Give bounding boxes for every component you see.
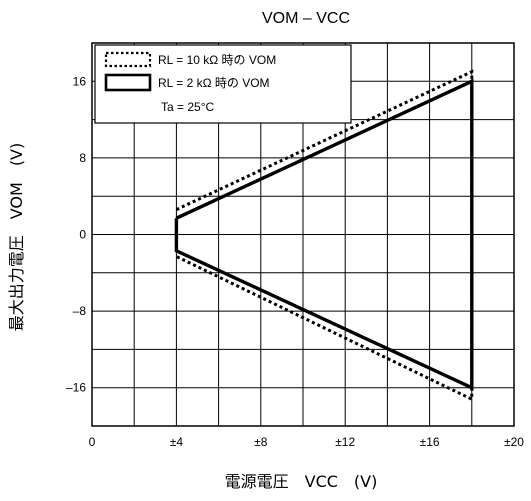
y-tick-label: –16 bbox=[66, 381, 86, 395]
y-axis-label: 最大出力電圧 VOM (V) bbox=[7, 143, 26, 332]
series-group bbox=[174, 69, 474, 402]
legend-box bbox=[94, 44, 352, 124]
legend-annotation-temperature: Ta = 25°C bbox=[161, 100, 214, 114]
x-tick-label: 0 bbox=[89, 435, 96, 449]
plot-frame bbox=[91, 42, 515, 427]
legend-label-rl-2k: RL = 2 kΩ 時の VOM bbox=[158, 76, 270, 90]
x-tick-label: ±20 bbox=[504, 435, 524, 449]
legend-swatch-solid bbox=[104, 73, 152, 92]
chart-title: VOM – VCC bbox=[262, 10, 350, 27]
legend-swatch-dotted bbox=[104, 51, 152, 68]
x-axis-label: 電源電圧 VCC (V) bbox=[225, 472, 378, 491]
legend: RL = 10 kΩ 時の VOM RL = 2 kΩ 時の VOM Ta = … bbox=[94, 44, 352, 124]
series-line-rl-10k bbox=[175, 69, 474, 402]
x-tick-label: ±8 bbox=[254, 435, 268, 449]
x-tick-label: ±4 bbox=[170, 435, 184, 449]
x-tick-label: ±12 bbox=[335, 435, 355, 449]
y-tick-label: 16 bbox=[73, 74, 87, 88]
y-tick-label: 8 bbox=[79, 151, 86, 165]
y-tick-label: 0 bbox=[79, 228, 86, 242]
y-tick-label: –8 bbox=[73, 304, 87, 318]
tick-labels: 0 ±4 ±8 ±12 ±16 ±20 –16 –8 0 8 16 bbox=[66, 74, 524, 449]
legend-label-rl-10k: RL = 10 kΩ 時の VOM bbox=[158, 53, 276, 67]
x-tick-label: ±16 bbox=[420, 435, 440, 449]
series-line-rl-2k bbox=[174, 78, 474, 391]
